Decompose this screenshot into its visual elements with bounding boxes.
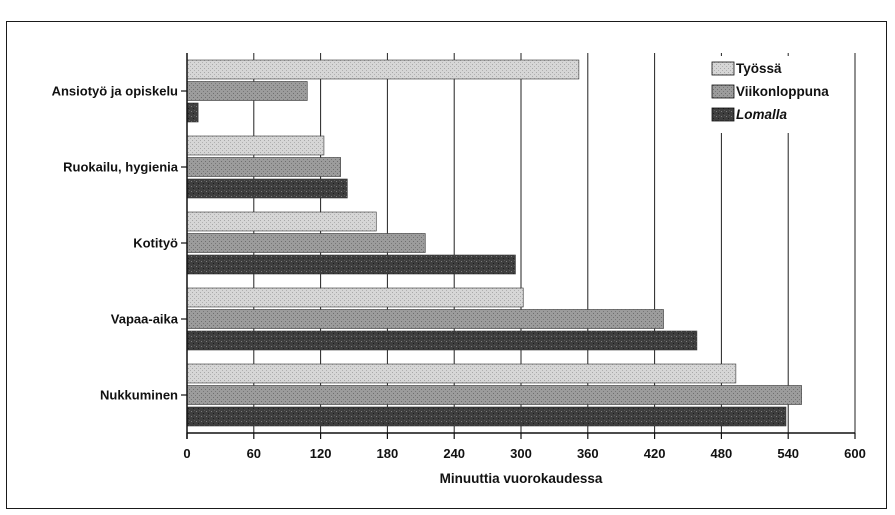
bar <box>186 157 341 177</box>
chart-frame <box>6 21 887 509</box>
bars <box>186 59 802 427</box>
x-tick-label: 120 <box>310 446 332 461</box>
x-tick-label: 240 <box>443 446 465 461</box>
x-tick-label: 540 <box>777 446 799 461</box>
legend-entry: Lomalla <box>736 107 788 122</box>
x-tick-label: 480 <box>711 446 733 461</box>
x-tick-label: 600 <box>844 446 866 461</box>
bar <box>186 406 787 427</box>
axes <box>181 53 856 439</box>
legend-swatch <box>711 61 735 76</box>
bar <box>186 287 524 308</box>
bar <box>186 81 308 101</box>
legend-swatch <box>711 84 735 99</box>
category-label: Vapaa-aika <box>111 312 179 327</box>
legend-swatch <box>711 107 735 122</box>
category-label: Kotityö <box>133 236 178 251</box>
bar <box>186 309 664 329</box>
category-label: Ruokailu, hygienia <box>63 160 179 175</box>
bar <box>186 211 377 232</box>
bar <box>186 233 426 253</box>
bar <box>186 178 348 199</box>
legend-entry: Työssä <box>736 61 782 76</box>
bar <box>186 59 580 80</box>
bar <box>186 363 737 384</box>
x-axis-label: Minuuttia vuorokaudessa <box>440 471 603 486</box>
x-tick-label: 0 <box>183 446 190 461</box>
category-labels: Ansiotyö ja opiskelu Ruokailu, hygienia Ko… <box>52 84 179 403</box>
bar <box>186 254 516 275</box>
bar <box>186 330 698 351</box>
bar <box>186 385 802 405</box>
x-tick-label: 180 <box>377 446 399 461</box>
legend-entry: Viikonloppuna <box>736 84 829 99</box>
category-label: Nukkuminen <box>100 388 178 403</box>
category-label: Ansiotyö ja opiskelu <box>52 84 178 99</box>
legend: Työssä Viikonloppuna Lomalla <box>704 56 844 133</box>
x-tick-label: 300 <box>510 446 532 461</box>
x-tick-label: 360 <box>577 446 599 461</box>
x-tick-labels: 0 60 120 180 240 300 360 420 480 540 600 <box>183 446 865 461</box>
x-tick-label: 60 <box>247 446 261 461</box>
bar <box>186 135 325 156</box>
x-tick-label: 420 <box>644 446 666 461</box>
bar <box>186 102 199 123</box>
